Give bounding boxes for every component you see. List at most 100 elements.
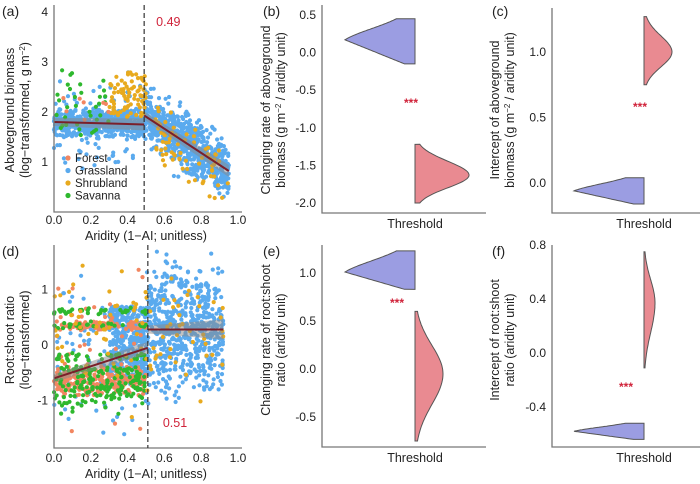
point-grassland bbox=[196, 118, 202, 123]
point-grassland bbox=[152, 349, 157, 354]
point-savanna bbox=[62, 309, 67, 314]
point-shrubland bbox=[218, 315, 223, 320]
point-grassland bbox=[187, 171, 192, 176]
point-grassland bbox=[70, 294, 75, 299]
x-tick-label: 0.8 bbox=[193, 213, 210, 227]
point-savanna bbox=[84, 385, 89, 390]
point-shrubland bbox=[148, 363, 153, 368]
point-savanna bbox=[66, 358, 71, 363]
point-grassland bbox=[108, 128, 113, 133]
point-grassland bbox=[155, 302, 160, 307]
point-grassland bbox=[215, 137, 220, 142]
legend-marker-savanna bbox=[65, 192, 71, 199]
point-shrubland bbox=[107, 104, 112, 110]
y-axis-label: Changing rate of aboveground biomass (g m… bbox=[259, 26, 288, 195]
violin-blue-left bbox=[572, 177, 645, 205]
point-savanna bbox=[81, 393, 86, 398]
point-savanna bbox=[112, 323, 117, 328]
point-savanna bbox=[114, 368, 119, 373]
point-savanna bbox=[131, 378, 137, 383]
point-grassland bbox=[164, 280, 169, 285]
point-grassland bbox=[217, 307, 222, 312]
point-grassland bbox=[174, 146, 179, 151]
y-axis-label-text: biomass (g m bbox=[503, 113, 517, 188]
point-grassland bbox=[220, 342, 225, 347]
point-grassland bbox=[102, 349, 107, 354]
point-grassland bbox=[212, 363, 217, 368]
point-grassland bbox=[63, 407, 68, 412]
point-grassland bbox=[200, 294, 205, 299]
point-grassland bbox=[220, 151, 225, 156]
point-grassland bbox=[167, 376, 172, 381]
point-grassland bbox=[200, 298, 205, 303]
point-savanna bbox=[118, 366, 123, 371]
point-grassland bbox=[187, 118, 193, 123]
point-shrubland bbox=[101, 327, 106, 332]
point-savanna bbox=[101, 88, 107, 93]
panel-label: (d) bbox=[2, 243, 19, 259]
point-shrubland bbox=[80, 263, 85, 268]
point-shrubland bbox=[220, 362, 225, 367]
point-grassland bbox=[216, 387, 221, 392]
point-shrubland bbox=[69, 313, 74, 318]
point-grassland bbox=[152, 308, 157, 313]
point-grassland bbox=[149, 285, 154, 290]
point-savanna bbox=[142, 374, 147, 379]
point-savanna bbox=[63, 388, 68, 393]
point-grassland bbox=[219, 372, 225, 377]
y-axis-label-line1: Intercept of root:shoot bbox=[488, 279, 502, 401]
point-grassland bbox=[217, 191, 222, 196]
point-grassland bbox=[144, 270, 150, 275]
point-grassland bbox=[213, 291, 218, 296]
point-grassland bbox=[148, 314, 153, 319]
point-shrubland bbox=[170, 157, 175, 162]
point-grassland bbox=[180, 380, 185, 385]
point-forest bbox=[56, 367, 61, 372]
point-savanna bbox=[97, 94, 102, 99]
point-savanna bbox=[101, 385, 106, 390]
fit-line bbox=[143, 114, 230, 172]
point-grassland bbox=[124, 137, 129, 142]
point-shrubland bbox=[195, 294, 200, 300]
y-axis-label: Intercept of root:shoot ratio (aridity un… bbox=[488, 279, 517, 401]
point-shrubland bbox=[143, 82, 148, 87]
point-grassland bbox=[152, 312, 157, 317]
point-grassland bbox=[159, 361, 164, 366]
point-grassland bbox=[196, 362, 201, 367]
point-savanna bbox=[106, 321, 111, 326]
panel-d: 0.51 0.0 0.2 0.4 0.6 0.8 1.0 1 0 -1 Aridity (1−AI;… bbox=[2, 243, 247, 481]
point-grassland bbox=[204, 380, 209, 385]
point-grassland bbox=[104, 113, 109, 119]
point-grassland bbox=[163, 96, 168, 101]
point-savanna bbox=[75, 401, 80, 406]
point-shrubland bbox=[125, 114, 130, 120]
point-savanna bbox=[87, 389, 92, 394]
point-savanna bbox=[70, 405, 75, 410]
point-grassland bbox=[183, 282, 188, 288]
point-shrubland bbox=[212, 195, 217, 201]
point-forest bbox=[77, 344, 82, 349]
point-grassland bbox=[216, 288, 221, 293]
panel-a: 0.49 0.0 0.2 0.4 0.6 0.8 1.0 1 2 3 4 Aridity (1−AI;… bbox=[2, 3, 247, 243]
point-grassland bbox=[220, 178, 225, 183]
point-forest bbox=[119, 362, 124, 367]
point-savanna bbox=[65, 105, 70, 110]
y-axis-label-line1: Root:shoot ratio bbox=[3, 296, 17, 384]
point-grassland bbox=[86, 132, 91, 137]
point-grassland bbox=[157, 306, 162, 311]
point-grassland bbox=[203, 163, 208, 169]
point-savanna bbox=[123, 389, 128, 394]
point-grassland bbox=[147, 382, 152, 387]
y-tick-label: -0.5 bbox=[295, 410, 316, 424]
y-tick-label: 0 bbox=[41, 338, 48, 352]
point-shrubland bbox=[140, 321, 145, 326]
point-shrubland bbox=[190, 339, 195, 345]
point-shrubland bbox=[112, 90, 117, 95]
y-axis-label-superscript: −2 bbox=[274, 103, 283, 113]
point-grassland bbox=[170, 311, 175, 317]
point-grassland bbox=[172, 393, 177, 398]
point-grassland bbox=[168, 361, 173, 366]
point-grassland bbox=[122, 330, 127, 336]
x-tick-label: 0.0 bbox=[46, 451, 63, 465]
point-grassland bbox=[188, 166, 193, 171]
